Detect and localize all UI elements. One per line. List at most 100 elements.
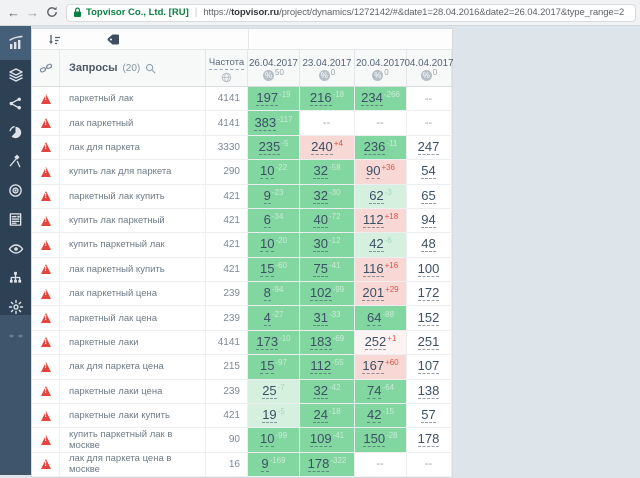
date-column-header[interactable]: 04.04.2017 % 0	[404, 50, 454, 87]
position-value[interactable]: 167	[362, 358, 385, 375]
warning-icon[interactable]	[40, 434, 51, 445]
tag-button[interactable]	[107, 34, 120, 45]
position-cell[interactable]: 112 +18	[355, 208, 407, 234]
sort-button[interactable]	[48, 34, 61, 45]
warning-icon[interactable]	[40, 239, 51, 250]
refresh-button[interactable]	[44, 6, 59, 20]
position-cell[interactable]: 107	[407, 355, 452, 380]
position-value[interactable]: 75	[313, 260, 328, 277]
position-value[interactable]: --	[424, 92, 433, 105]
position-value[interactable]: 8	[263, 285, 271, 302]
position-cell[interactable]: 64 -88	[355, 306, 407, 331]
position-value[interactable]: 150	[363, 431, 386, 448]
position-value[interactable]: 65	[421, 187, 436, 204]
position-value[interactable]: --	[424, 117, 433, 130]
warning-icon[interactable]	[40, 166, 51, 177]
sidebar-item-watch[interactable]	[0, 234, 31, 263]
position-cell[interactable]: 42 -15	[355, 403, 407, 429]
position-value[interactable]: 236	[363, 138, 386, 155]
keyword-cell[interactable]: паркетные лаки цена	[60, 379, 206, 404]
position-cell[interactable]: 183 -69	[300, 330, 355, 356]
keyword-cell[interactable]: паркетные лаки	[60, 330, 206, 356]
position-cell[interactable]: 30 -12	[300, 233, 355, 258]
position-value[interactable]: 251	[417, 333, 440, 350]
position-value[interactable]: 201	[362, 285, 385, 302]
position-cell[interactable]: 75 -41	[300, 257, 355, 282]
sidebar-item-reports-pie[interactable]	[0, 118, 31, 147]
position-cell[interactable]: 178 -322	[300, 452, 355, 477]
warning-icon[interactable]	[40, 142, 51, 153]
position-value[interactable]: 102	[309, 285, 332, 302]
position-cell[interactable]: 19 -5	[248, 403, 300, 429]
position-value[interactable]: 178	[307, 455, 330, 472]
position-cell[interactable]: 172	[407, 282, 452, 307]
position-value[interactable]: 42	[369, 236, 384, 253]
position-cell[interactable]: --	[300, 111, 355, 136]
position-cell[interactable]: 62 -3	[355, 184, 407, 209]
position-value[interactable]: 235	[258, 138, 281, 155]
site-identity[interactable]: Topvisor Co., Ltd. [RU]	[86, 7, 189, 18]
warning-icon[interactable]	[40, 215, 51, 226]
position-cell[interactable]: 235 -5	[248, 135, 300, 161]
position-cell[interactable]: 236 -11	[355, 135, 407, 161]
position-value[interactable]: 216	[309, 90, 332, 107]
position-cell[interactable]: 150 -28	[355, 428, 407, 453]
position-value[interactable]: 138	[417, 382, 440, 399]
select-column-header[interactable]	[32, 50, 60, 87]
sidebar-item-target[interactable]	[0, 176, 31, 205]
position-cell[interactable]: 234 -266	[355, 87, 407, 112]
position-value[interactable]: 25	[262, 382, 277, 399]
position-value[interactable]: 10	[259, 236, 275, 253]
keyword-cell[interactable]: паркетный лак	[60, 87, 206, 112]
position-value[interactable]: 10	[259, 163, 275, 180]
position-value[interactable]: --	[376, 117, 384, 130]
position-cell[interactable]: --	[407, 452, 452, 477]
position-cell[interactable]: 102 -99	[300, 282, 355, 307]
position-cell[interactable]: --	[407, 111, 452, 136]
back-button[interactable]: ←	[7, 5, 20, 20]
position-cell[interactable]: 201 +29	[355, 282, 407, 307]
position-value[interactable]: 173	[256, 333, 279, 350]
position-value[interactable]: 42	[366, 407, 382, 424]
position-value[interactable]: 107	[417, 358, 440, 375]
warning-icon[interactable]	[40, 288, 51, 299]
position-value[interactable]: 15	[259, 358, 275, 375]
position-cell[interactable]: 383 -117	[248, 111, 300, 136]
date-column-header[interactable]: 26.04.2017 % 50	[248, 50, 300, 87]
position-value[interactable]: 32	[313, 163, 328, 180]
position-value[interactable]: 152	[417, 309, 440, 326]
position-cell[interactable]: 31 -33	[300, 306, 355, 331]
keyword-cell[interactable]: купить паркетный лак	[60, 233, 206, 258]
keyword-cell[interactable]: паркетный лак купить	[60, 184, 206, 209]
position-value[interactable]: 6	[263, 212, 271, 229]
keyword-cell[interactable]: лак для паркета	[60, 135, 206, 161]
keyword-cell[interactable]: лак паркетный купить	[60, 257, 206, 282]
position-cell[interactable]: 112 -55	[300, 355, 355, 380]
position-value[interactable]: 94	[421, 212, 436, 229]
position-cell[interactable]: 216 -18	[300, 87, 355, 112]
position-cell[interactable]: 173 -10	[248, 330, 300, 356]
position-cell[interactable]: 32 -42	[300, 379, 355, 404]
position-cell[interactable]: --	[355, 452, 407, 477]
position-value[interactable]: --	[376, 458, 384, 471]
warning-icon[interactable]	[40, 337, 51, 348]
position-value[interactable]: 54	[421, 163, 436, 180]
position-cell[interactable]: 40 -72	[300, 208, 355, 234]
position-cell[interactable]: 57	[407, 403, 452, 429]
warning-icon[interactable]	[40, 410, 51, 421]
position-cell[interactable]: 42 -6	[355, 233, 407, 258]
position-value[interactable]: 19	[262, 407, 277, 424]
position-cell[interactable]: 100	[407, 257, 452, 282]
position-value[interactable]: 112	[362, 212, 384, 229]
sidebar-item-summary[interactable]	[0, 205, 31, 234]
position-cell[interactable]: 25 -7	[248, 379, 300, 404]
position-value[interactable]: 48	[421, 236, 436, 253]
position-value[interactable]: --	[322, 117, 331, 130]
position-value[interactable]: 247	[417, 138, 440, 155]
position-value[interactable]: 197	[256, 90, 279, 107]
position-value[interactable]: 178	[417, 431, 440, 448]
position-cell[interactable]: 8 -94	[248, 282, 300, 307]
position-cell[interactable]: 15 -60	[248, 257, 300, 282]
position-value[interactable]: 15	[259, 260, 275, 277]
warning-icon[interactable]	[40, 361, 51, 372]
